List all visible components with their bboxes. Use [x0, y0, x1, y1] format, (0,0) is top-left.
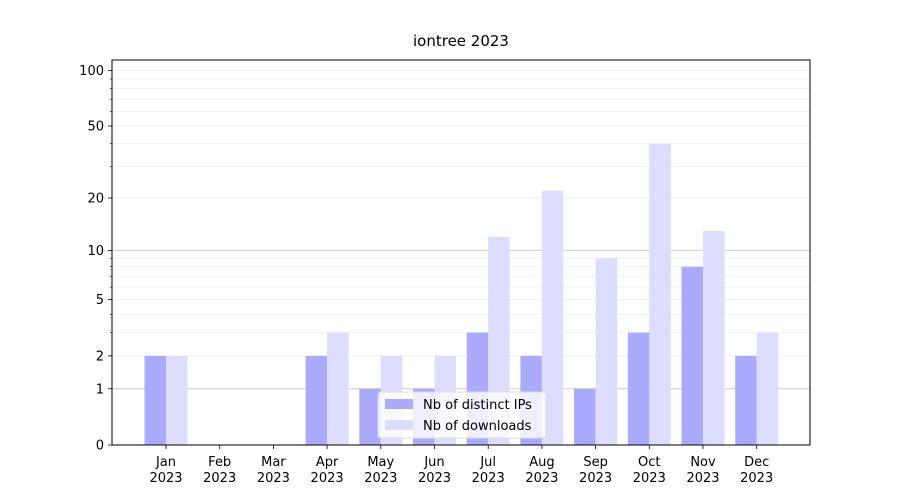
bar [541, 190, 564, 445]
x-tick-label: Sep 2023 [579, 455, 612, 486]
legend-label: Nb of downloads [423, 419, 532, 434]
y-tick-label: 2 [96, 349, 104, 364]
y-tick-label: 10 [87, 244, 104, 259]
x-tick-label: Feb 2023 [203, 455, 236, 486]
y-tick-label: 0 [96, 439, 104, 454]
x-tick-label: Jan 2023 [149, 455, 182, 486]
bar [166, 355, 188, 445]
legend-swatch [385, 420, 413, 430]
legend-swatch [385, 399, 413, 409]
legend-label: Nb of distinct IPs [423, 398, 532, 413]
plot-frame [111, 59, 811, 446]
bar [627, 332, 650, 445]
bar [327, 332, 349, 445]
y-tick-label: 50 [87, 119, 104, 134]
bar [681, 266, 703, 445]
x-tick-label: Aug 2023 [525, 455, 558, 486]
y-tick-label: 20 [87, 191, 104, 206]
x-tick-label: Nov 2023 [686, 455, 719, 486]
x-tick-label: Jun 2023 [418, 455, 451, 486]
bar [359, 388, 381, 445]
legend-box [377, 391, 547, 439]
x-tick-label: Dec 2023 [740, 455, 773, 486]
bar [756, 332, 779, 445]
y-tick-label: 100 [79, 64, 104, 79]
y-tick-label: 5 [96, 293, 104, 308]
bar [703, 230, 725, 445]
x-tick-label: Apr 2023 [311, 455, 344, 486]
bar [735, 355, 757, 445]
x-tick-label: Jul 2023 [472, 455, 505, 486]
chart-title: iontree 2023 [413, 32, 509, 50]
bar [595, 258, 618, 445]
x-tick-label: May 2023 [364, 455, 397, 486]
x-tick-label: Oct 2023 [633, 455, 666, 486]
bar [144, 355, 166, 445]
bar [305, 355, 328, 445]
legend: Nb of distinct IPs Nb of downloads [377, 391, 547, 439]
y-tick-label: 1 [96, 382, 104, 397]
x-tick-label: Mar 2023 [257, 455, 290, 486]
bar [649, 143, 671, 446]
bar [574, 388, 596, 445]
